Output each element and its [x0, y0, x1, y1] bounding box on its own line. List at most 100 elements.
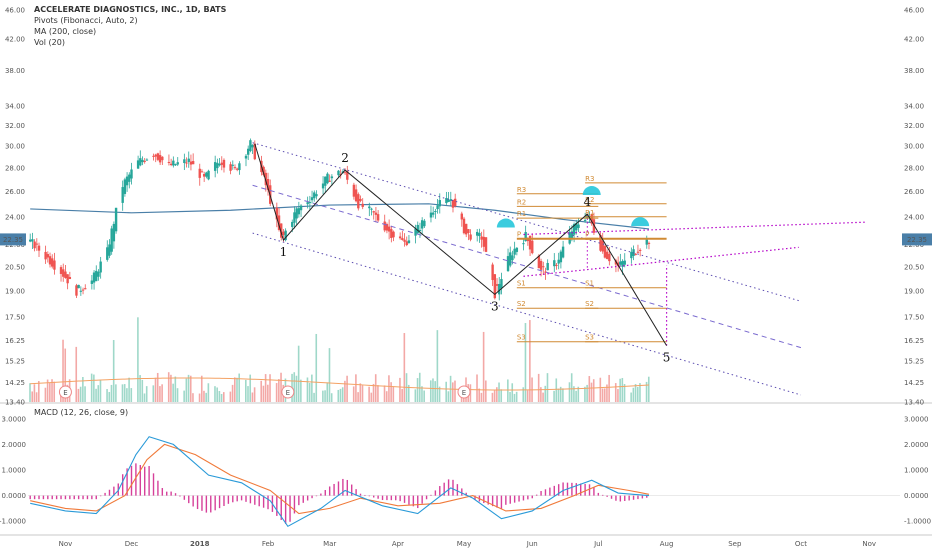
candle-body: [51, 258, 54, 267]
macd-histogram-bar: [205, 495, 208, 513]
candle-body: [189, 161, 193, 165]
macd-histogram-bar: [562, 482, 564, 496]
macd-histogram-bar: [522, 495, 525, 501]
volume-bar: [434, 381, 436, 402]
candle-body: [35, 243, 39, 245]
volume-bar: [480, 392, 483, 402]
macd-histogram-bar: [104, 492, 106, 496]
candle-body: [387, 226, 391, 232]
earnings-label: E: [462, 389, 466, 397]
triangle-lower: [523, 246, 799, 277]
volume-bar: [236, 377, 238, 402]
candle-body: [522, 243, 525, 245]
macd-histogram-bar: [86, 495, 89, 500]
volume-bar: [245, 379, 247, 402]
candle-body: [403, 239, 406, 242]
candle-body: [509, 252, 512, 266]
price-tick-right: 32.00: [904, 122, 924, 130]
volume-bar: [374, 374, 377, 402]
volume-bar: [617, 389, 619, 402]
price-tick-left: 42.00: [5, 35, 25, 43]
macd-histogram-bar: [280, 495, 282, 520]
volume-bar: [108, 392, 111, 402]
indicator-pivots[interactable]: Pivots (Fibonacci, Auto, 2): [34, 16, 138, 25]
candle-body: [161, 156, 164, 161]
indicator-volume[interactable]: Vol (20): [34, 38, 65, 47]
volume-bar: [46, 379, 49, 402]
candle-body: [95, 270, 98, 282]
wave-label-2: 2: [341, 151, 349, 165]
price-tick-right: 26.00: [904, 188, 924, 196]
volume-bar: [500, 389, 503, 402]
macd-histogram-bar: [580, 483, 582, 496]
macd-histogram-bar: [390, 495, 393, 501]
volume-bar: [189, 375, 192, 402]
time-tick: Nov: [862, 540, 876, 548]
volume-bar: [507, 379, 509, 402]
indicator-ma[interactable]: MA (200, close): [34, 27, 97, 36]
candle-body: [531, 240, 534, 254]
volume-bar: [555, 378, 558, 402]
macd-legend[interactable]: MACD (12, 26, close, 9): [34, 408, 129, 417]
volume-bar: [84, 386, 86, 402]
volume-bar: [478, 388, 481, 402]
macd-histogram-bar: [368, 495, 371, 497]
macd-tick-right: 2.0000: [904, 441, 929, 449]
candle-body: [460, 213, 463, 220]
volume-bar: [542, 392, 544, 402]
earnings-label: E: [63, 389, 67, 397]
candle-body: [590, 214, 593, 224]
time-tick: Jul: [593, 540, 603, 548]
current-price-label: 22.35: [3, 236, 23, 244]
volume-bar: [49, 383, 51, 402]
candle-body: [372, 211, 375, 213]
candle-body: [187, 158, 190, 163]
macd-histogram-bar: [64, 495, 67, 500]
macd-histogram-bar: [73, 495, 75, 500]
volume-bar: [253, 387, 256, 402]
candle-body: [491, 264, 494, 280]
volume-bar: [75, 346, 78, 402]
macd-histogram-bar: [121, 474, 124, 496]
macd-histogram-bar: [593, 487, 595, 496]
pivot-label: R3: [585, 175, 594, 183]
volume-bar: [570, 373, 573, 402]
volume-bar: [62, 339, 64, 402]
macd-histogram-bar: [487, 495, 489, 505]
pivot-label: S3: [585, 334, 594, 342]
volume-bar: [264, 374, 267, 402]
candle-body: [447, 199, 450, 202]
volume-bar: [172, 383, 174, 402]
volume-bar: [509, 391, 511, 402]
macd-histogram-bar: [95, 495, 97, 500]
cycle-arc: [582, 186, 601, 196]
candle-body: [251, 144, 254, 148]
macd-histogram-bar: [483, 495, 485, 504]
candle-body: [33, 241, 36, 249]
price-tick-right: 13.40: [904, 399, 924, 407]
candle-body: [374, 212, 378, 215]
price-tick-right: 17.50: [904, 314, 924, 322]
macd-histogram-bar: [417, 495, 419, 509]
volume-bar: [451, 382, 454, 402]
candle-body: [231, 164, 234, 166]
price-badge-right: [902, 233, 932, 246]
candle-body: [405, 241, 408, 246]
volume-bar: [218, 390, 221, 402]
volume-bar: [222, 392, 225, 402]
macd-histogram-bar: [350, 484, 353, 496]
macd-histogram-bar: [540, 490, 542, 496]
candle-body: [559, 251, 563, 263]
macd-histogram-bar: [227, 495, 230, 504]
volume-bar: [524, 323, 527, 402]
candle-body: [172, 160, 175, 166]
candle-body: [125, 176, 129, 186]
macd-histogram-bar: [210, 495, 212, 513]
volume-bar: [575, 390, 577, 402]
candle-body: [555, 264, 558, 266]
candle-body: [275, 207, 279, 220]
pivot-label: S1: [585, 280, 594, 288]
macd-histogram-bar: [337, 481, 340, 496]
